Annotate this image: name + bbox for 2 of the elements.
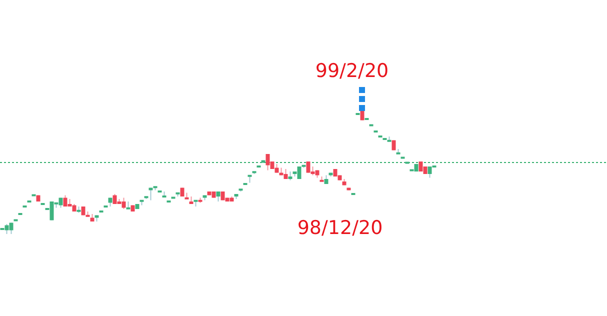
- annotation: 98/12/20: [297, 216, 383, 239]
- text: 99/2/20: [315, 60, 389, 82]
